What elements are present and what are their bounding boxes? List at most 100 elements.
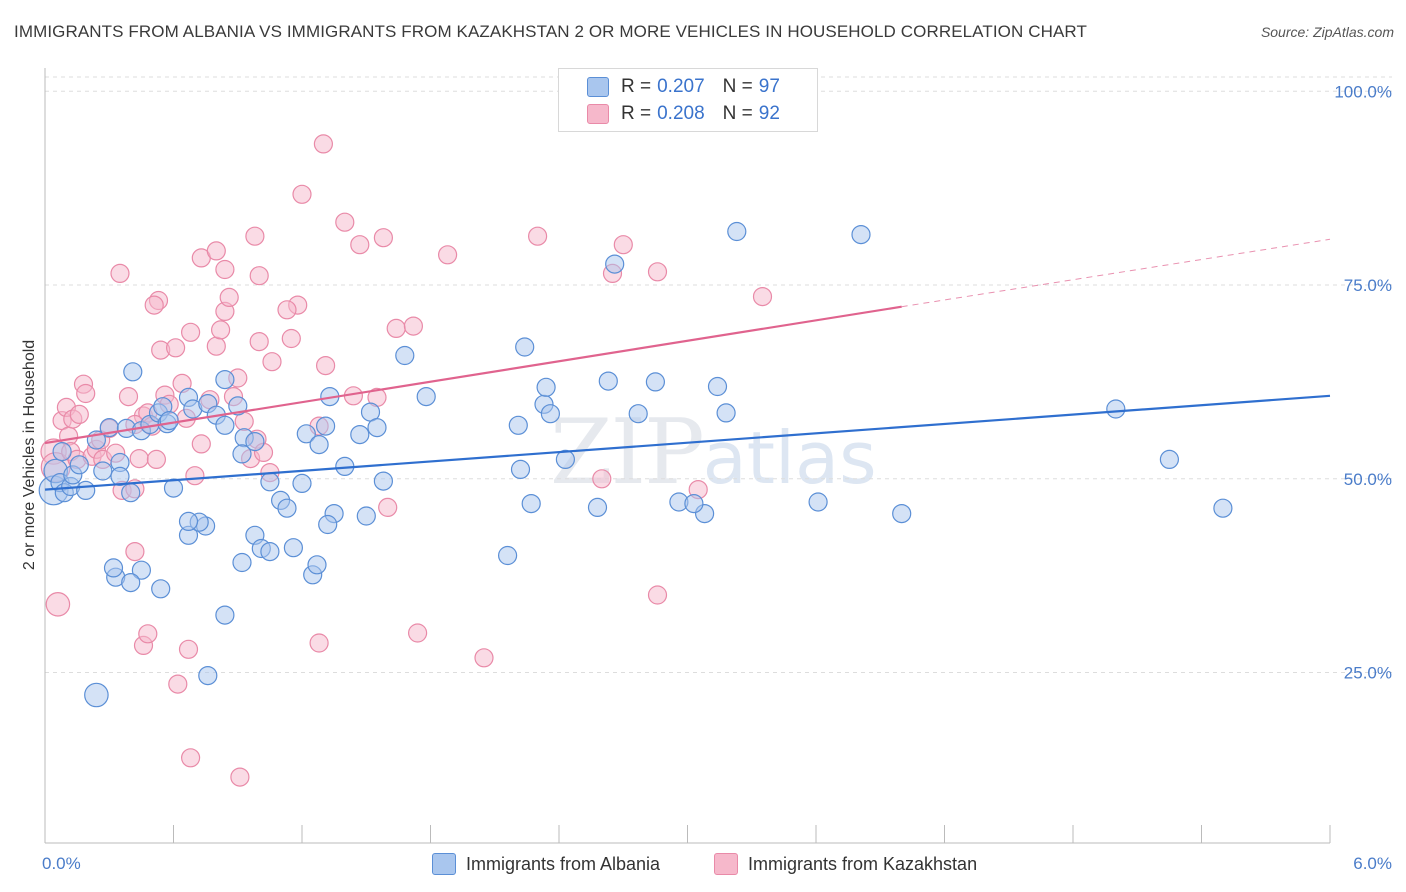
kazakhstan-point	[647, 262, 668, 282]
albania-point	[76, 480, 96, 500]
albania-point	[93, 461, 113, 481]
kazakhstan-point	[752, 287, 773, 307]
albania-point	[296, 424, 316, 444]
kazakhstan-point	[249, 332, 269, 352]
albania-point	[110, 466, 130, 486]
watermark-zip: ZIP	[550, 400, 705, 505]
albania-point	[178, 511, 199, 532]
kazakhstan-point	[373, 228, 393, 248]
kazakhstan-point	[185, 466, 205, 486]
legend-r-value: 0.207	[657, 76, 705, 97]
albania-point	[892, 503, 912, 524]
albania-point	[318, 514, 338, 535]
kazakhstan-point	[138, 624, 158, 644]
y-tick-label: 100.0%	[1334, 82, 1392, 101]
albania-point	[151, 579, 171, 599]
albania-point	[309, 435, 329, 455]
albania-point	[215, 605, 235, 625]
kazakhstan-point	[219, 287, 239, 307]
kazakhstan-trend-extension	[901, 238, 1331, 308]
albania-point	[198, 665, 218, 686]
kazakhstan-point	[316, 356, 336, 376]
albania-point	[598, 371, 618, 391]
albania-point	[356, 506, 376, 526]
albania-point	[307, 555, 327, 575]
kazakhstan-point	[386, 318, 406, 338]
kazakhstan-point	[592, 469, 612, 489]
y-tick-label: 50.0%	[1344, 470, 1392, 489]
albania-point	[260, 541, 280, 562]
albania-point	[159, 411, 179, 431]
bottom-legend-kazakhstan[interactable]: Immigrants from Kazakhstan	[714, 852, 977, 876]
albania-point	[232, 444, 252, 464]
albania-point	[292, 473, 312, 493]
albania-point	[373, 471, 393, 491]
legend-n-label: N =	[722, 76, 753, 97]
legend-row-kazakhstan: R = 0.208 N = 92	[587, 102, 780, 126]
albania-point	[123, 362, 143, 382]
albania-point	[515, 337, 535, 357]
albania-point	[350, 425, 370, 445]
albania-point	[684, 494, 704, 514]
albania-point	[260, 472, 280, 492]
kazakhstan-point	[181, 748, 201, 768]
x-tick-label: 6.0%	[1353, 854, 1392, 873]
kazakhstan-point	[613, 235, 633, 255]
legend-n-label: N =	[722, 103, 753, 124]
albania-point	[84, 682, 109, 708]
legend-swatch-albania	[587, 77, 609, 97]
albania-point	[1213, 498, 1233, 518]
kazakhstan-point	[206, 241, 226, 261]
kazakhstan-point	[69, 404, 89, 424]
y-tick-label: 25.0%	[1344, 664, 1392, 683]
trend-lines	[44, 238, 1331, 491]
kazakhstan-point	[262, 352, 282, 372]
albania-point	[121, 572, 141, 593]
albania-point	[277, 498, 297, 518]
kazakhstan-point	[110, 263, 130, 283]
legend-r-label: R =	[621, 76, 652, 97]
legend-r-label: R =	[621, 103, 652, 124]
legend-row-albania: R = 0.207 N = 97	[587, 75, 780, 99]
source-label: Source: ZipAtlas.com	[1260, 24, 1394, 40]
kazakhstan-point	[76, 383, 96, 404]
kazakhstan-trend-line	[44, 305, 902, 445]
albania-point	[521, 494, 541, 514]
albania-point	[555, 449, 576, 469]
bottom-legend-swatch-kazakhstan	[714, 853, 738, 875]
legend: R = 0.207 N = 97 R = 0.208 N = 92	[558, 68, 818, 132]
kazakhstan-point	[527, 226, 548, 246]
y-axis-title: 2 or more Vehicles in Household	[21, 340, 38, 570]
albania-point	[228, 396, 248, 416]
kazakhstan-point	[146, 449, 166, 469]
bottom-legend-albania[interactable]: Immigrants from Albania	[432, 852, 660, 876]
bottom-legend-label-albania: Immigrants from Albania	[466, 853, 661, 874]
x-tick-label: 0.0%	[42, 854, 81, 873]
kazakhstan-point	[474, 648, 494, 668]
albania-point	[215, 370, 235, 390]
albania-point	[808, 492, 828, 512]
albania-point	[851, 225, 871, 245]
chart-title: IMMIGRANTS FROM ALBANIA VS IMMIGRANTS FR…	[14, 22, 1087, 41]
bottom-legend-label-kazakhstan: Immigrants from Kazakhstan	[748, 853, 978, 874]
albania-point	[645, 372, 666, 392]
kazakhstan-point	[647, 585, 668, 605]
kazakhstan-point	[191, 434, 211, 454]
kazakhstan-point	[309, 633, 329, 653]
albania-point	[707, 376, 728, 397]
albania-point	[1159, 449, 1180, 469]
kazakhstan-point	[206, 336, 226, 356]
albania-point	[628, 404, 648, 424]
albania-point	[245, 432, 265, 452]
kazakhstan-point	[125, 541, 145, 562]
kazakhstan-point	[230, 767, 250, 787]
albania-point	[605, 254, 625, 274]
kazakhstan-point	[178, 639, 199, 659]
kazakhstan-points	[40, 134, 773, 787]
kazakhstan-point	[277, 300, 297, 320]
kazakhstan-point	[408, 623, 428, 643]
kazakhstan-point	[378, 497, 398, 517]
kazakhstan-point	[129, 449, 149, 469]
albania-point	[52, 442, 72, 462]
albania-point	[121, 483, 141, 503]
